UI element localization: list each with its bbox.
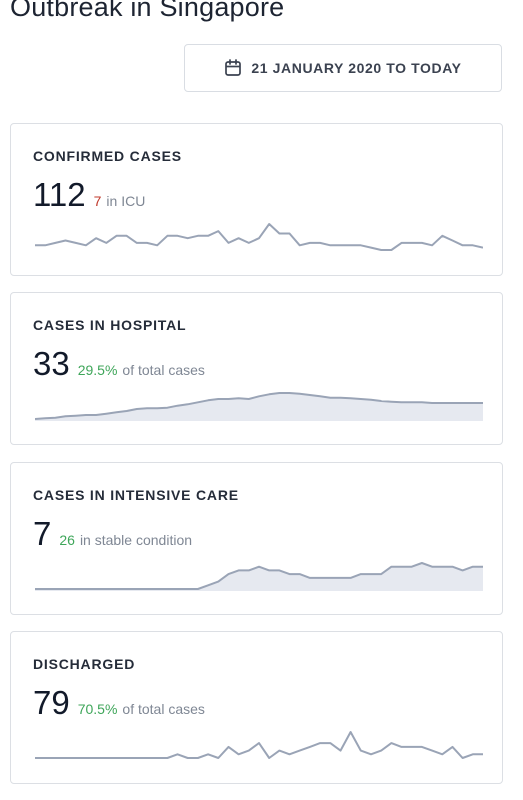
calendar-icon: [225, 59, 242, 76]
card-subtext: of total cases: [122, 362, 205, 378]
date-range-label: 21 JANUARY 2020 TO TODAY: [251, 60, 462, 76]
card-title: CASES IN HOSPITAL: [33, 317, 187, 333]
card-value: 7: [33, 515, 52, 552]
card-title: CASES IN INTENSIVE CARE: [33, 487, 239, 503]
icu-count: 7: [93, 193, 102, 209]
card-title: DISCHARGED: [33, 656, 136, 672]
card-value: 33: [33, 345, 70, 382]
card-subtext: of total cases: [122, 701, 205, 717]
card-subtext: in ICU: [106, 193, 146, 209]
card-intensive-care: CASES IN INTENSIVE CARE 7 26 in stable c…: [10, 462, 503, 615]
sparkline-hospital: [35, 392, 483, 421]
sparkline-line: [35, 731, 483, 759]
percent-of-total: 29.5%: [77, 362, 118, 378]
percent-of-total: 70.5%: [77, 701, 118, 717]
sparkline-line: [35, 392, 483, 420]
stable-count: 26: [59, 532, 75, 548]
stat-row: 79 70.5% of total cases: [33, 684, 205, 722]
card-subtext: in stable condition: [79, 532, 193, 548]
page-title: Outbreak in Singapore: [10, 0, 285, 22]
sparkline-line: [35, 223, 483, 251]
sparkline-confirmed: [35, 223, 483, 251]
card-discharged: DISCHARGED 79 70.5% of total cases: [10, 631, 503, 784]
sparkline-area: [35, 563, 483, 591]
stat-row: 33 29.5% of total cases: [33, 345, 205, 383]
sparkline-line: [35, 562, 483, 590]
stat-row: 112 7 in ICU: [33, 176, 145, 214]
sparkline-icu: [35, 562, 483, 591]
stat-row: 7 26 in stable condition: [33, 515, 192, 553]
card-title: CONFIRMED CASES: [33, 148, 182, 164]
date-range-button[interactable]: 21 JANUARY 2020 TO TODAY: [184, 44, 502, 92]
card-confirmed-cases: CONFIRMED CASES 112 7 in ICU: [10, 123, 503, 276]
card-value: 112: [33, 176, 86, 213]
sparkline-discharged: [35, 731, 483, 759]
card-cases-in-hospital: CASES IN HOSPITAL 33 29.5% of total case…: [10, 292, 503, 445]
card-value: 79: [33, 684, 70, 721]
